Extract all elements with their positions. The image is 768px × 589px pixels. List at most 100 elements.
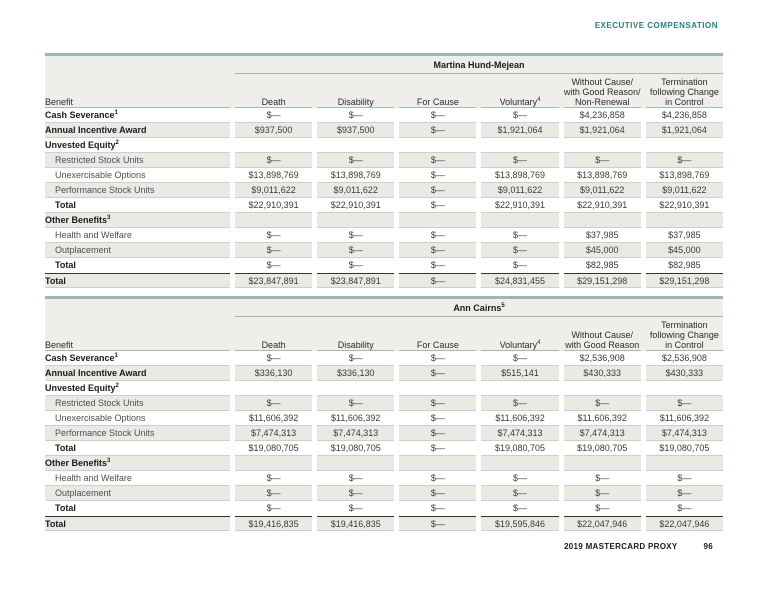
value-cell: $4,236,858 (563, 108, 641, 123)
value-cell: $336,130 (317, 366, 395, 381)
value-cell: $— (399, 366, 477, 381)
value-cell: $11,606,392 (235, 411, 313, 426)
benefit-label: Unexercisable Options (45, 168, 230, 183)
value-cell: $9,011,622 (235, 183, 313, 198)
benefit-label: Total (45, 273, 230, 288)
header-spacer (45, 299, 230, 317)
footnote-superscript: 4 (537, 340, 541, 346)
table-row: Total $— $— $— $— $— $— (45, 501, 723, 516)
benefit-label: Total (55, 260, 76, 270)
value-cell: $— (430, 260, 445, 270)
compensation-table: Martina Hund-Mejean Benefit Death Disabilit… (40, 56, 728, 288)
value-cell: $— (235, 153, 313, 168)
benefit-label: Health and Welfare (45, 471, 230, 486)
value-cell: $11,606,392 (317, 411, 395, 426)
value-cell (481, 381, 559, 396)
value-cell: $— (235, 396, 313, 411)
footer-page-number: 96 (703, 542, 713, 551)
value-cell: $22,910,391 (563, 198, 641, 213)
table-row: Restricted Stock Units $— $— $— $— $— $— (45, 153, 723, 168)
value-cell: $— (235, 471, 313, 486)
table-row: Performance Stock Units $7,474,313 $7,474,… (45, 426, 723, 441)
value-cell: $13,898,769 (563, 168, 641, 183)
value-cell: $— (481, 486, 559, 501)
benefit-label: Total (45, 441, 230, 456)
value-cell: $37,985 (563, 228, 641, 243)
table-row: Total $23,847,891 $23,847,891 $— $24,831,455… (45, 273, 723, 288)
value-cell: $24,831,455 (481, 273, 559, 288)
value-cell (235, 138, 313, 153)
value-cell: $19,080,705 (481, 441, 559, 456)
benefit-label: Unvested Equity2 (45, 138, 230, 153)
column-header: Voluntary4 (481, 317, 559, 351)
value-cell: $— (235, 351, 313, 366)
value-cell: $82,985 (668, 260, 701, 270)
value-cell: $11,606,392 (481, 411, 559, 426)
value-cell: $— (348, 260, 363, 270)
column-header-row: Benefit Death Disability For Cause Voluntary… (45, 74, 723, 108)
value-cell: $4,236,858 (645, 108, 723, 123)
footer-proxy-label: 2019 MASTERCARD PROXY (564, 542, 678, 551)
value-cell: $— (399, 471, 477, 486)
benefit-label: Annual Incentive Award (45, 366, 230, 381)
value-cell (235, 456, 313, 471)
value-cell: $45,000 (645, 243, 723, 258)
benefit-label: Performance Stock Units (45, 426, 230, 441)
benefit-label: Other Benefits3 (45, 213, 230, 228)
value-cell: $— (645, 396, 723, 411)
value-cell: $— (430, 503, 445, 513)
value-cell: $— (595, 503, 610, 513)
value-cell: $— (399, 396, 477, 411)
column-header: For Cause (399, 317, 477, 351)
value-cell: $— (317, 486, 395, 501)
header-spacer (45, 56, 230, 74)
footnote-superscript: 2 (115, 140, 119, 146)
table-row: Outplacement $— $— $— $— $45,000 $45,000 (45, 243, 723, 258)
benefit-label: Unvested Equity2 (45, 381, 230, 396)
value-cell: $— (481, 351, 559, 366)
value-cell (399, 456, 477, 471)
benefit-label: Outplacement (45, 486, 230, 501)
table-row: Annual Incentive Award $937,500 $937,500 $—… (45, 123, 723, 138)
benefit-label: Outplacement (45, 243, 230, 258)
value-cell: $7,474,313 (235, 426, 313, 441)
benefit-label: Annual Incentive Award (45, 123, 230, 138)
table-row: Other Benefits3 (45, 213, 723, 228)
benefit-label: Cash Severance1 (45, 351, 230, 366)
value-cell: $— (399, 108, 477, 123)
value-cell: $22,910,391 (235, 198, 313, 213)
value-cell (563, 138, 641, 153)
value-cell (399, 213, 477, 228)
value-cell: $— (317, 108, 395, 123)
value-cell: $9,011,622 (563, 183, 641, 198)
value-cell: $— (399, 183, 477, 198)
table-row: Total $22,910,391 $22,910,391 $— $22,910,391… (45, 198, 723, 213)
column-header: Termination following Change in Control (645, 74, 723, 108)
benefit-label: Total (55, 503, 76, 513)
value-cell: $— (481, 471, 559, 486)
value-cell: $22,047,946 (563, 516, 641, 531)
value-cell: $22,910,391 (481, 198, 559, 213)
value-cell: $— (399, 411, 477, 426)
footnote-superscript: 2 (115, 383, 119, 389)
value-cell: $23,847,891 (235, 273, 313, 288)
value-cell: $29,151,298 (645, 273, 723, 288)
benefit-label: Restricted Stock Units (45, 153, 230, 168)
column-header: For Cause (399, 74, 477, 108)
value-cell: $— (317, 153, 395, 168)
table-row: Total $19,080,705 $19,080,705 $— $19,080,705… (45, 441, 723, 456)
table-row: Unexercisable Options $11,606,392 $11,606,… (45, 411, 723, 426)
value-cell: $13,898,769 (645, 168, 723, 183)
value-cell (317, 381, 395, 396)
value-cell: $19,416,835 (235, 516, 313, 531)
value-cell: $19,080,705 (317, 441, 395, 456)
value-cell (563, 381, 641, 396)
value-cell: $19,080,705 (235, 441, 313, 456)
value-cell: $9,011,622 (645, 183, 723, 198)
benefit-label: Unexercisable Options (45, 411, 230, 426)
value-cell: $1,921,064 (481, 123, 559, 138)
table-row: Other Benefits3 (45, 456, 723, 471)
value-cell: $— (235, 108, 313, 123)
value-cell: $— (348, 503, 363, 513)
column-header: Disability (317, 317, 395, 351)
